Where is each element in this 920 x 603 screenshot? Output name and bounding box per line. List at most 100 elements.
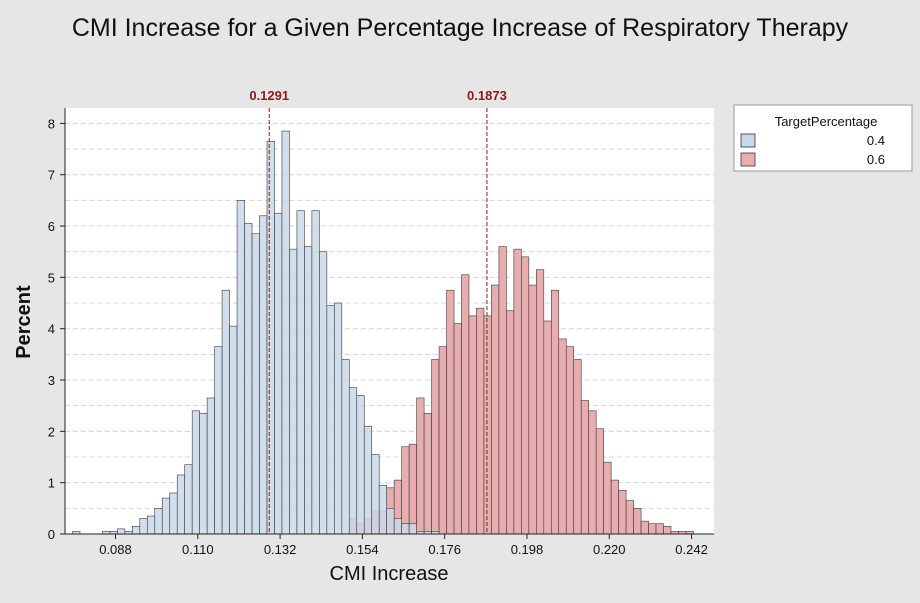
legend: TargetPercentage 0.4 0.6 xyxy=(733,104,913,172)
bar-series-0.4 xyxy=(386,508,395,535)
bar-series-0.4 xyxy=(348,387,358,535)
y-tick-label: 3 xyxy=(48,373,55,388)
bar-series-0.6 xyxy=(663,526,672,535)
bar-series-0.4 xyxy=(363,425,373,535)
y-tick-label: 6 xyxy=(48,219,55,234)
bar-series-0.6 xyxy=(446,289,455,535)
y-tick-label: 4 xyxy=(48,322,55,337)
bar-series-0.4 xyxy=(206,397,215,535)
bar-series-0.4 xyxy=(311,210,320,535)
bar-series-0.4 xyxy=(281,130,290,535)
bar-series-0.6 xyxy=(633,508,642,535)
x-tick-label: 0.198 xyxy=(511,542,544,557)
reference-line-label: 0.1291 xyxy=(249,88,289,103)
chart-title: CMI Increase for a Given Percentage Incr… xyxy=(71,14,849,42)
bar-series-0.6 xyxy=(461,274,470,535)
legend-title: TargetPercentage xyxy=(775,114,878,129)
y-tick-label: 0 xyxy=(48,527,55,542)
bar-series-0.6 xyxy=(573,359,582,535)
bar-series-0.6 xyxy=(625,500,634,535)
bar-series-0.4 xyxy=(401,523,410,535)
bar-series-0.6 xyxy=(491,284,500,535)
bar-series-0.6 xyxy=(408,443,417,535)
x-axis-label: CMI Increase xyxy=(330,563,449,585)
bar-series-0.4 xyxy=(132,526,141,535)
bar-series-0.4 xyxy=(289,248,298,535)
bar-series-0.4 xyxy=(334,302,343,535)
bar-series-0.6 xyxy=(655,523,664,535)
x-tick-label: 0.242 xyxy=(675,542,708,557)
legend-label-0.4: 0.4 xyxy=(867,133,885,148)
bar-series-0.6 xyxy=(610,479,619,535)
bar-series-0.6 xyxy=(513,248,522,535)
bar-series-0.4 xyxy=(326,305,335,535)
bar-series-0.4 xyxy=(214,346,223,535)
bar-series-0.6 xyxy=(476,307,485,535)
gridlines xyxy=(65,122,714,509)
bar-series-0.4 xyxy=(154,508,163,535)
axes: 0.088 0.110 0.132 0.154 0.176 0.198 0.220 0.242… xyxy=(48,108,714,557)
plot-area xyxy=(65,108,714,534)
histogram-bars xyxy=(72,130,694,535)
bar-series-0.6 xyxy=(595,428,604,535)
bar-series-0.4 xyxy=(393,518,402,535)
bar-series-0.6 xyxy=(506,310,515,535)
bar-series-0.6 xyxy=(498,246,507,535)
x-tick-label: 0.110 xyxy=(182,542,214,557)
x-tick-label: 0.132 xyxy=(264,542,297,557)
reference-lines: 0.1291 0.1873 xyxy=(249,88,507,534)
bar-series-0.6 xyxy=(453,323,462,535)
bar-series-0.6 xyxy=(603,461,612,535)
bar-series-0.6 xyxy=(558,338,567,535)
bar-series-0.4 xyxy=(117,528,126,535)
bar-series-0.6 xyxy=(528,284,537,535)
bar-series-0.6 xyxy=(648,523,657,535)
bar-series-0.6 xyxy=(423,413,432,535)
y-tick-label: 7 xyxy=(48,168,55,183)
bar-series-0.6 xyxy=(580,400,589,535)
legend-swatch-0.6 xyxy=(740,152,756,167)
bar-series-0.6 xyxy=(588,410,597,535)
bar-series-0.4 xyxy=(378,484,387,535)
y-tick-label: 1 xyxy=(48,476,55,491)
bar-series-0.4 xyxy=(266,141,275,535)
y-axis-label: Percent xyxy=(13,285,35,359)
bar-series-0.4 xyxy=(236,200,245,535)
bar-series-0.4 xyxy=(296,210,305,535)
bar-series-0.4 xyxy=(139,518,148,535)
bar-series-0.6 xyxy=(640,520,649,535)
x-tick-label: 0.176 xyxy=(428,542,461,557)
bar-series-0.4 xyxy=(274,212,283,535)
bar-series-0.4 xyxy=(191,410,200,535)
bar-series-0.4 xyxy=(161,497,171,535)
bar-series-0.4 xyxy=(259,215,268,535)
x-tick-label: 0.088 xyxy=(99,542,132,557)
bar-series-0.4 xyxy=(229,325,238,535)
y-tick-label: 2 xyxy=(48,424,55,439)
bar-series-0.4 xyxy=(341,359,350,535)
bar-series-0.6 xyxy=(550,289,560,535)
bar-series-0.4 xyxy=(221,289,230,535)
y-tick-label: 5 xyxy=(48,270,55,285)
bar-series-0.4 xyxy=(304,246,313,535)
bar-series-0.6 xyxy=(543,320,552,535)
bar-series-0.4 xyxy=(356,395,365,535)
bar-series-0.6 xyxy=(483,315,492,535)
bar-series-0.6 xyxy=(536,269,545,535)
bar-series-0.4 xyxy=(244,223,253,535)
bar-series-0.6 xyxy=(468,315,477,535)
y-tick-label: 8 xyxy=(48,116,55,131)
bar-series-0.4 xyxy=(408,523,417,535)
bar-series-0.6 xyxy=(521,256,530,535)
bar-series-0.4 xyxy=(371,454,380,535)
bar-series-0.4 xyxy=(184,464,193,535)
bar-series-0.6 xyxy=(618,490,627,535)
bar-series-0.6 xyxy=(416,397,425,535)
x-tick-label: 0.154 xyxy=(346,542,379,557)
bar-series-0.6 xyxy=(565,346,575,535)
bar-series-0.4 xyxy=(146,515,156,535)
bar-series-0.6 xyxy=(438,346,447,535)
bar-series-0.6 xyxy=(401,446,410,535)
bar-series-0.4 xyxy=(176,474,186,535)
